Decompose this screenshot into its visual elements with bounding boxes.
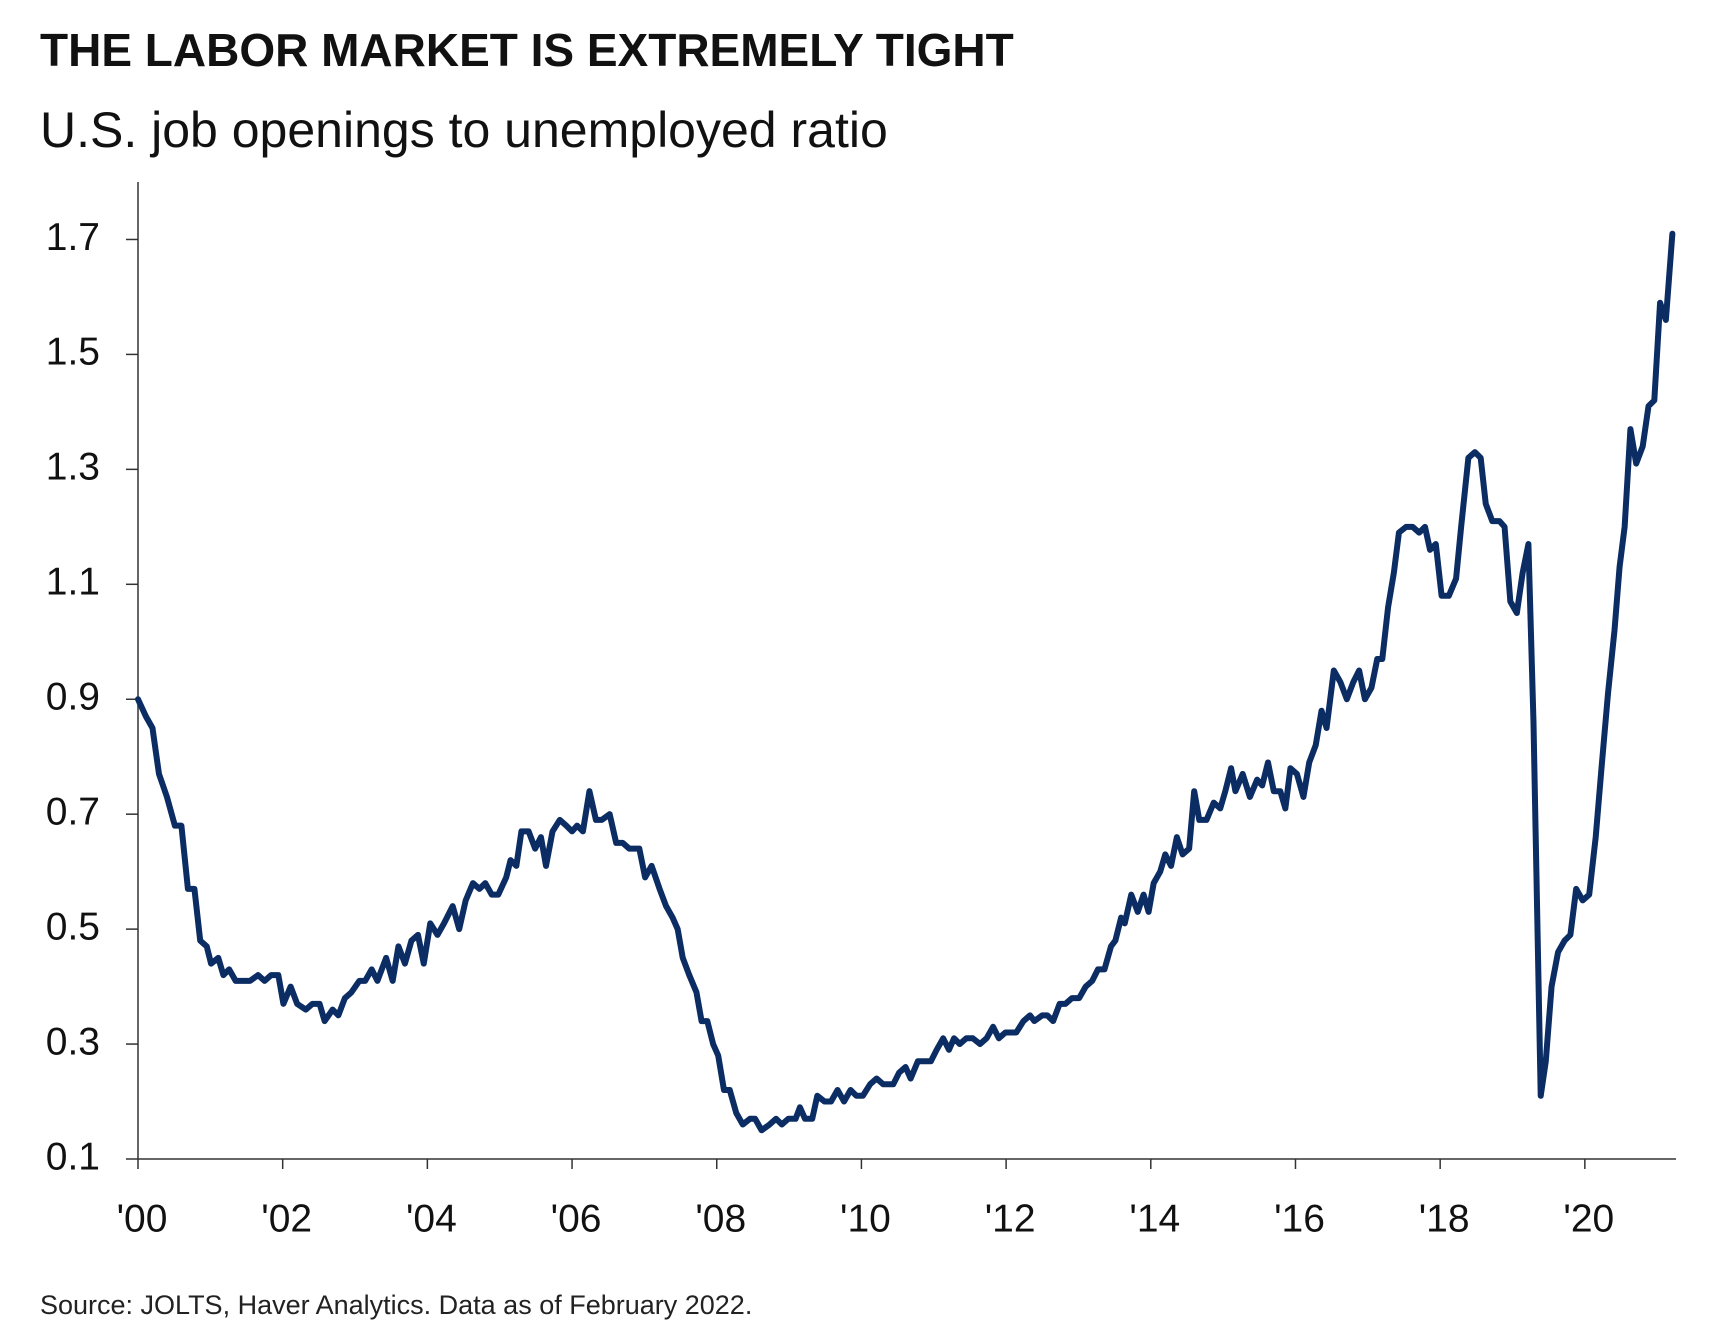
- y-tick-label: 0.1: [46, 1135, 100, 1178]
- y-tick-label: 0.7: [46, 790, 100, 833]
- x-tick-label: '18: [1419, 1197, 1470, 1240]
- x-tick-label: '08: [695, 1197, 746, 1240]
- y-tick-label: 1.3: [46, 446, 100, 489]
- chart-subtitle: U.S. job openings to unemployed ratio: [40, 102, 888, 158]
- x-tick-label: '14: [1129, 1197, 1180, 1240]
- x-tick-label: '00: [117, 1197, 168, 1240]
- y-tick-label: 1.7: [46, 216, 100, 259]
- y-tick-label: 0.5: [46, 905, 100, 948]
- x-tick-label: '10: [840, 1197, 891, 1240]
- y-tick-label: 1.5: [46, 331, 100, 374]
- chart-title: THE LABOR MARKET IS EXTREMELY TIGHT: [40, 24, 1014, 76]
- x-tick-label: '12: [985, 1197, 1036, 1240]
- x-tick-label: '02: [261, 1197, 312, 1240]
- x-tick-label: '16: [1274, 1197, 1325, 1240]
- x-tick-label: '06: [551, 1197, 602, 1240]
- x-tick-label: '20: [1563, 1197, 1614, 1240]
- source-note: Source: JOLTS, Haver Analytics. Data as …: [40, 1290, 752, 1320]
- y-tick-label: 1.1: [46, 561, 100, 604]
- x-tick-label: '04: [406, 1197, 457, 1240]
- y-tick-label: 0.9: [46, 676, 100, 719]
- data-line: [135, 230, 1676, 1134]
- y-tick-label: 0.3: [46, 1020, 100, 1063]
